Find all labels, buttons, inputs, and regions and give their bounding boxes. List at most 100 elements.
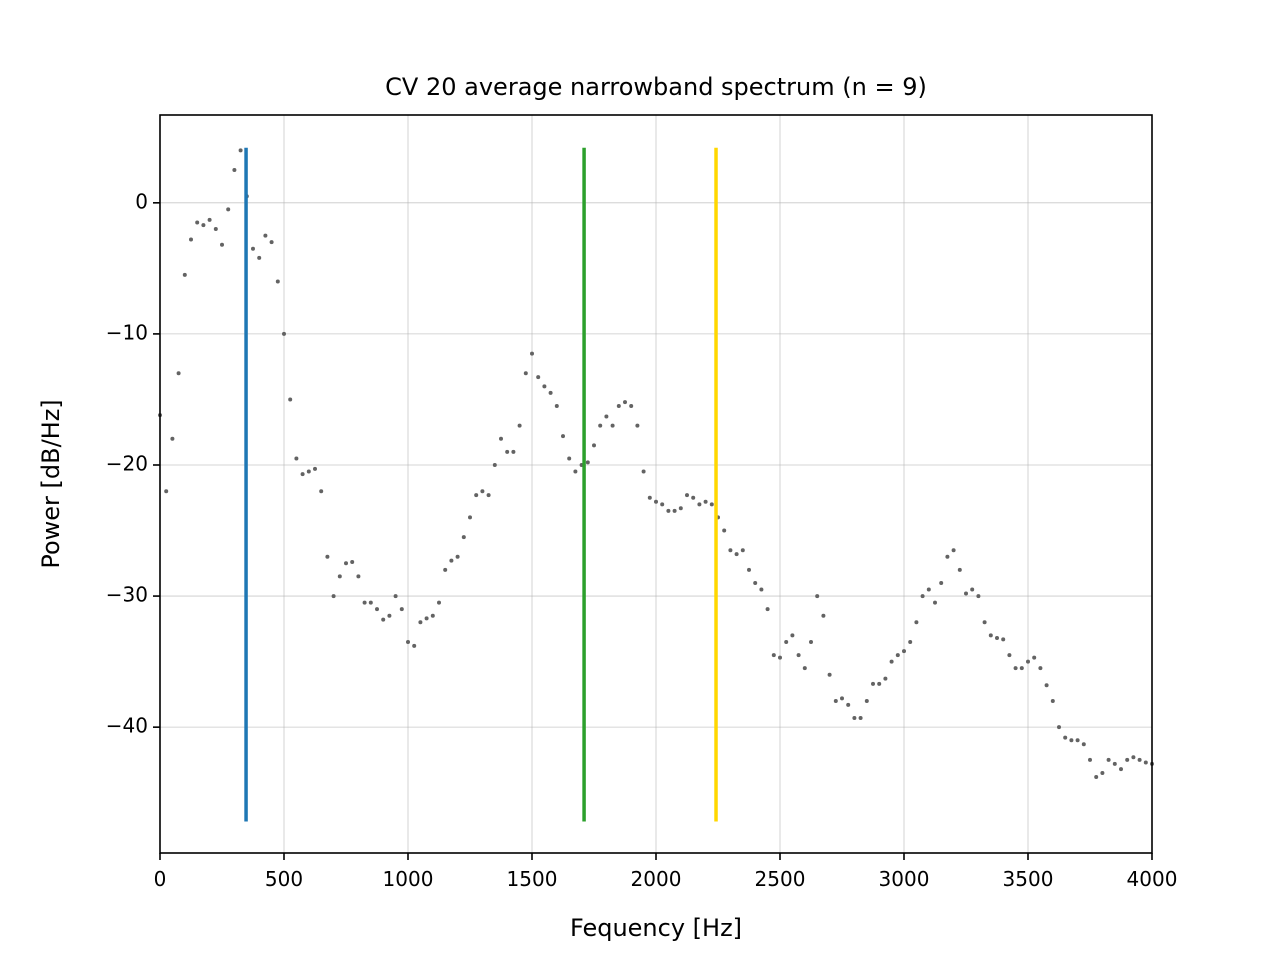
data-point	[300, 472, 305, 477]
y-tick-label: −10	[106, 320, 148, 344]
data-point	[585, 460, 590, 465]
data-point	[833, 698, 838, 703]
data-point	[1050, 698, 1055, 703]
data-point	[517, 423, 522, 428]
data-point	[908, 639, 913, 644]
x-tick-label: 2500	[755, 867, 806, 891]
data-point	[976, 594, 981, 599]
data-point	[480, 489, 485, 494]
data-point	[263, 233, 268, 238]
data-point	[988, 633, 993, 638]
data-point	[858, 715, 863, 720]
data-point	[437, 600, 441, 605]
data-point	[511, 449, 516, 454]
data-point	[871, 681, 875, 686]
data-point	[542, 384, 547, 389]
data-point	[765, 607, 770, 612]
data-point	[1026, 659, 1030, 664]
x-tick-label: 1000	[383, 867, 434, 891]
data-point	[1119, 767, 1123, 772]
data-point	[275, 279, 280, 284]
x-tick-label: 0	[154, 867, 167, 891]
data-point	[492, 462, 497, 467]
data-point	[406, 639, 410, 644]
data-point	[914, 620, 919, 625]
x-axis-label: Fequency [Hz]	[570, 914, 742, 942]
data-point	[356, 574, 361, 579]
y-tick-label: −30	[106, 583, 148, 607]
data-point	[740, 548, 745, 553]
data-point	[220, 242, 224, 247]
data-point	[970, 587, 975, 592]
data-point	[641, 469, 646, 474]
data-point	[703, 499, 708, 504]
data-point	[375, 607, 379, 612]
data-point	[393, 594, 398, 599]
data-point	[573, 469, 578, 474]
data-point	[567, 456, 572, 461]
data-point	[499, 436, 503, 441]
data-point	[1143, 760, 1148, 765]
data-point	[337, 574, 342, 579]
data-point	[728, 548, 733, 553]
data-point	[864, 698, 869, 703]
data-point	[232, 168, 237, 173]
data-point	[678, 506, 683, 511]
data-point	[840, 696, 844, 701]
data-point	[964, 591, 968, 596]
x-tick-label: 2000	[631, 867, 682, 891]
data-point	[561, 434, 565, 439]
data-point	[530, 351, 534, 356]
data-point	[1088, 757, 1092, 762]
data-point	[1100, 771, 1105, 776]
data-point	[654, 499, 658, 504]
data-point	[176, 371, 181, 376]
data-point	[319, 489, 324, 494]
data-point	[666, 508, 671, 513]
ticks: 0 500 1000 1500 2000 2500 3000 3500 4000 −40 −30 −2…	[106, 189, 1178, 891]
data-point	[536, 375, 541, 380]
data-point	[1019, 666, 1024, 671]
data-point	[771, 653, 776, 658]
data-point	[548, 390, 553, 395]
data-point	[418, 620, 423, 625]
y-tick-label: −20	[106, 451, 148, 475]
data-point	[802, 666, 807, 671]
plot-area	[158, 147, 1154, 822]
data-point	[1044, 683, 1049, 688]
data-point	[1063, 735, 1068, 740]
data-point	[1131, 755, 1136, 760]
data-point	[635, 423, 640, 428]
data-point	[368, 600, 373, 605]
data-point	[164, 489, 169, 494]
data-point	[424, 616, 429, 621]
data-point	[1137, 757, 1142, 762]
data-point	[957, 567, 962, 572]
data-point	[877, 681, 882, 686]
x-tick-label: 3500	[1003, 867, 1054, 891]
data-point	[226, 207, 231, 212]
data-point	[747, 567, 751, 572]
data-point	[449, 558, 454, 563]
data-point	[325, 554, 330, 559]
data-point	[207, 217, 212, 222]
data-point	[616, 404, 621, 409]
data-point	[920, 594, 925, 599]
data-point	[691, 495, 696, 500]
data-point	[350, 559, 355, 564]
data-point	[926, 587, 931, 592]
data-point	[170, 436, 175, 441]
data-point	[1001, 637, 1006, 642]
data-point	[629, 404, 634, 409]
x-tick-label: 500	[265, 867, 303, 891]
data-point	[592, 443, 596, 448]
data-point	[195, 220, 200, 225]
data-point	[430, 613, 435, 618]
data-point	[604, 414, 609, 419]
data-point	[201, 223, 206, 228]
data-point	[399, 607, 404, 612]
data-point	[778, 655, 782, 660]
data-point	[827, 672, 832, 677]
data-point	[672, 508, 677, 513]
data-point	[1075, 738, 1080, 743]
